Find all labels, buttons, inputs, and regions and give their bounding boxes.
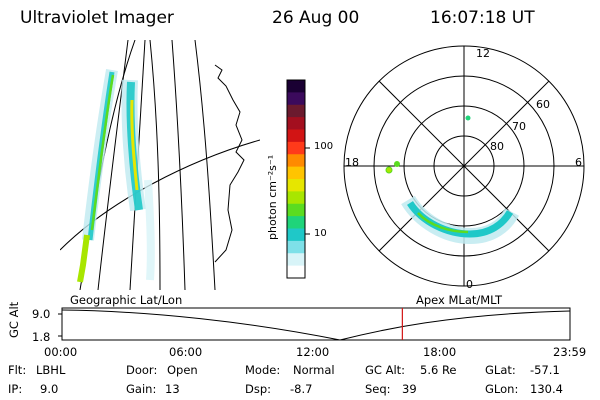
colorbar-segment: [287, 253, 305, 267]
info-gcalt-label: GC Alt:: [365, 363, 406, 377]
colorbar-segment: [287, 141, 305, 155]
polar-lat-70: 70: [512, 120, 526, 133]
date-label: 26 Aug 00: [272, 8, 360, 28]
polar-lat-60: 60: [536, 98, 550, 111]
time-label: 16:07:18 UT: [430, 8, 535, 28]
info-gain-value: 13: [165, 382, 180, 396]
colorbar-segment: [287, 117, 305, 130]
colorbar-segment: [287, 92, 305, 106]
info-glat-value: -57.1: [530, 363, 560, 377]
altitude-ylabel: GC Alt: [7, 301, 21, 338]
altitude-curve: [61, 309, 571, 341]
colorbar-segment: [287, 240, 305, 254]
aurora-emission-polar: [385, 115, 520, 245]
colorbar-segment: [287, 154, 305, 168]
colorbar-segment: [287, 104, 305, 118]
colorbar-segment: [287, 166, 305, 180]
info-flt-value: LBHL: [36, 363, 66, 377]
info-mode-value: Normal: [293, 363, 335, 377]
instrument-title: Ultraviolet Imager: [20, 8, 174, 28]
colorbar-segment: [287, 129, 305, 143]
info-glat-label: GLat:: [485, 363, 516, 377]
time-tick-1800: 18:00: [423, 345, 457, 359]
time-tick-1200: 12:00: [296, 345, 330, 359]
polar-hour-6: 6: [575, 156, 582, 169]
info-glon-label: GLon:: [485, 382, 519, 396]
info-flt-label: Flt:: [8, 363, 27, 377]
colorbar-segment: [287, 80, 305, 93]
colorbar-segment: [287, 265, 305, 279]
colorbar-tick-100: 100: [314, 141, 334, 152]
info-gain-label: Gain:: [126, 382, 157, 396]
altitude-ytick-high: 9.0: [32, 307, 51, 321]
info-door-value: Open: [167, 363, 198, 377]
colorbar-segment: [287, 179, 305, 192]
altitude-ytick-low: 1.8: [32, 330, 51, 344]
colorbar-segment: [287, 203, 305, 217]
info-mode-label: Mode:: [245, 363, 281, 377]
info-door-label: Door:: [126, 363, 158, 377]
polar-hour-0: 0: [466, 278, 473, 291]
info-ip-label: IP:: [8, 382, 23, 396]
time-tick-0000: 00:00: [44, 345, 78, 359]
colorbar-segment: [287, 228, 305, 242]
info-gcalt-value: 5.6 Re: [420, 363, 457, 377]
colorbar-segment: [287, 216, 305, 229]
info-dsp-label: Dsp:: [245, 382, 272, 396]
colorbar-segment: [287, 191, 305, 205]
info-seq-value: 39: [402, 382, 417, 396]
geographic-label: Geographic Lat/Lon: [70, 293, 183, 307]
aurora-emission-geo: [77, 68, 155, 283]
polar-hour-12: 12: [476, 47, 490, 60]
apex-label: Apex MLat/MLT: [416, 293, 503, 307]
polar-lat-80: 80: [490, 140, 504, 153]
time-tick-2359: 23:59: [553, 345, 587, 359]
colorbar-tick-10: 10: [314, 228, 327, 239]
info-glon-value: 130.4: [530, 382, 563, 396]
coastline: [214, 64, 245, 263]
info-ip-value: 9.0: [40, 382, 59, 396]
polar-hour-18: 18: [345, 156, 359, 169]
info-dsp-value: -8.7: [290, 382, 313, 396]
time-tick-0600: 06:00: [169, 345, 203, 359]
info-seq-label: Seq:: [365, 382, 391, 396]
